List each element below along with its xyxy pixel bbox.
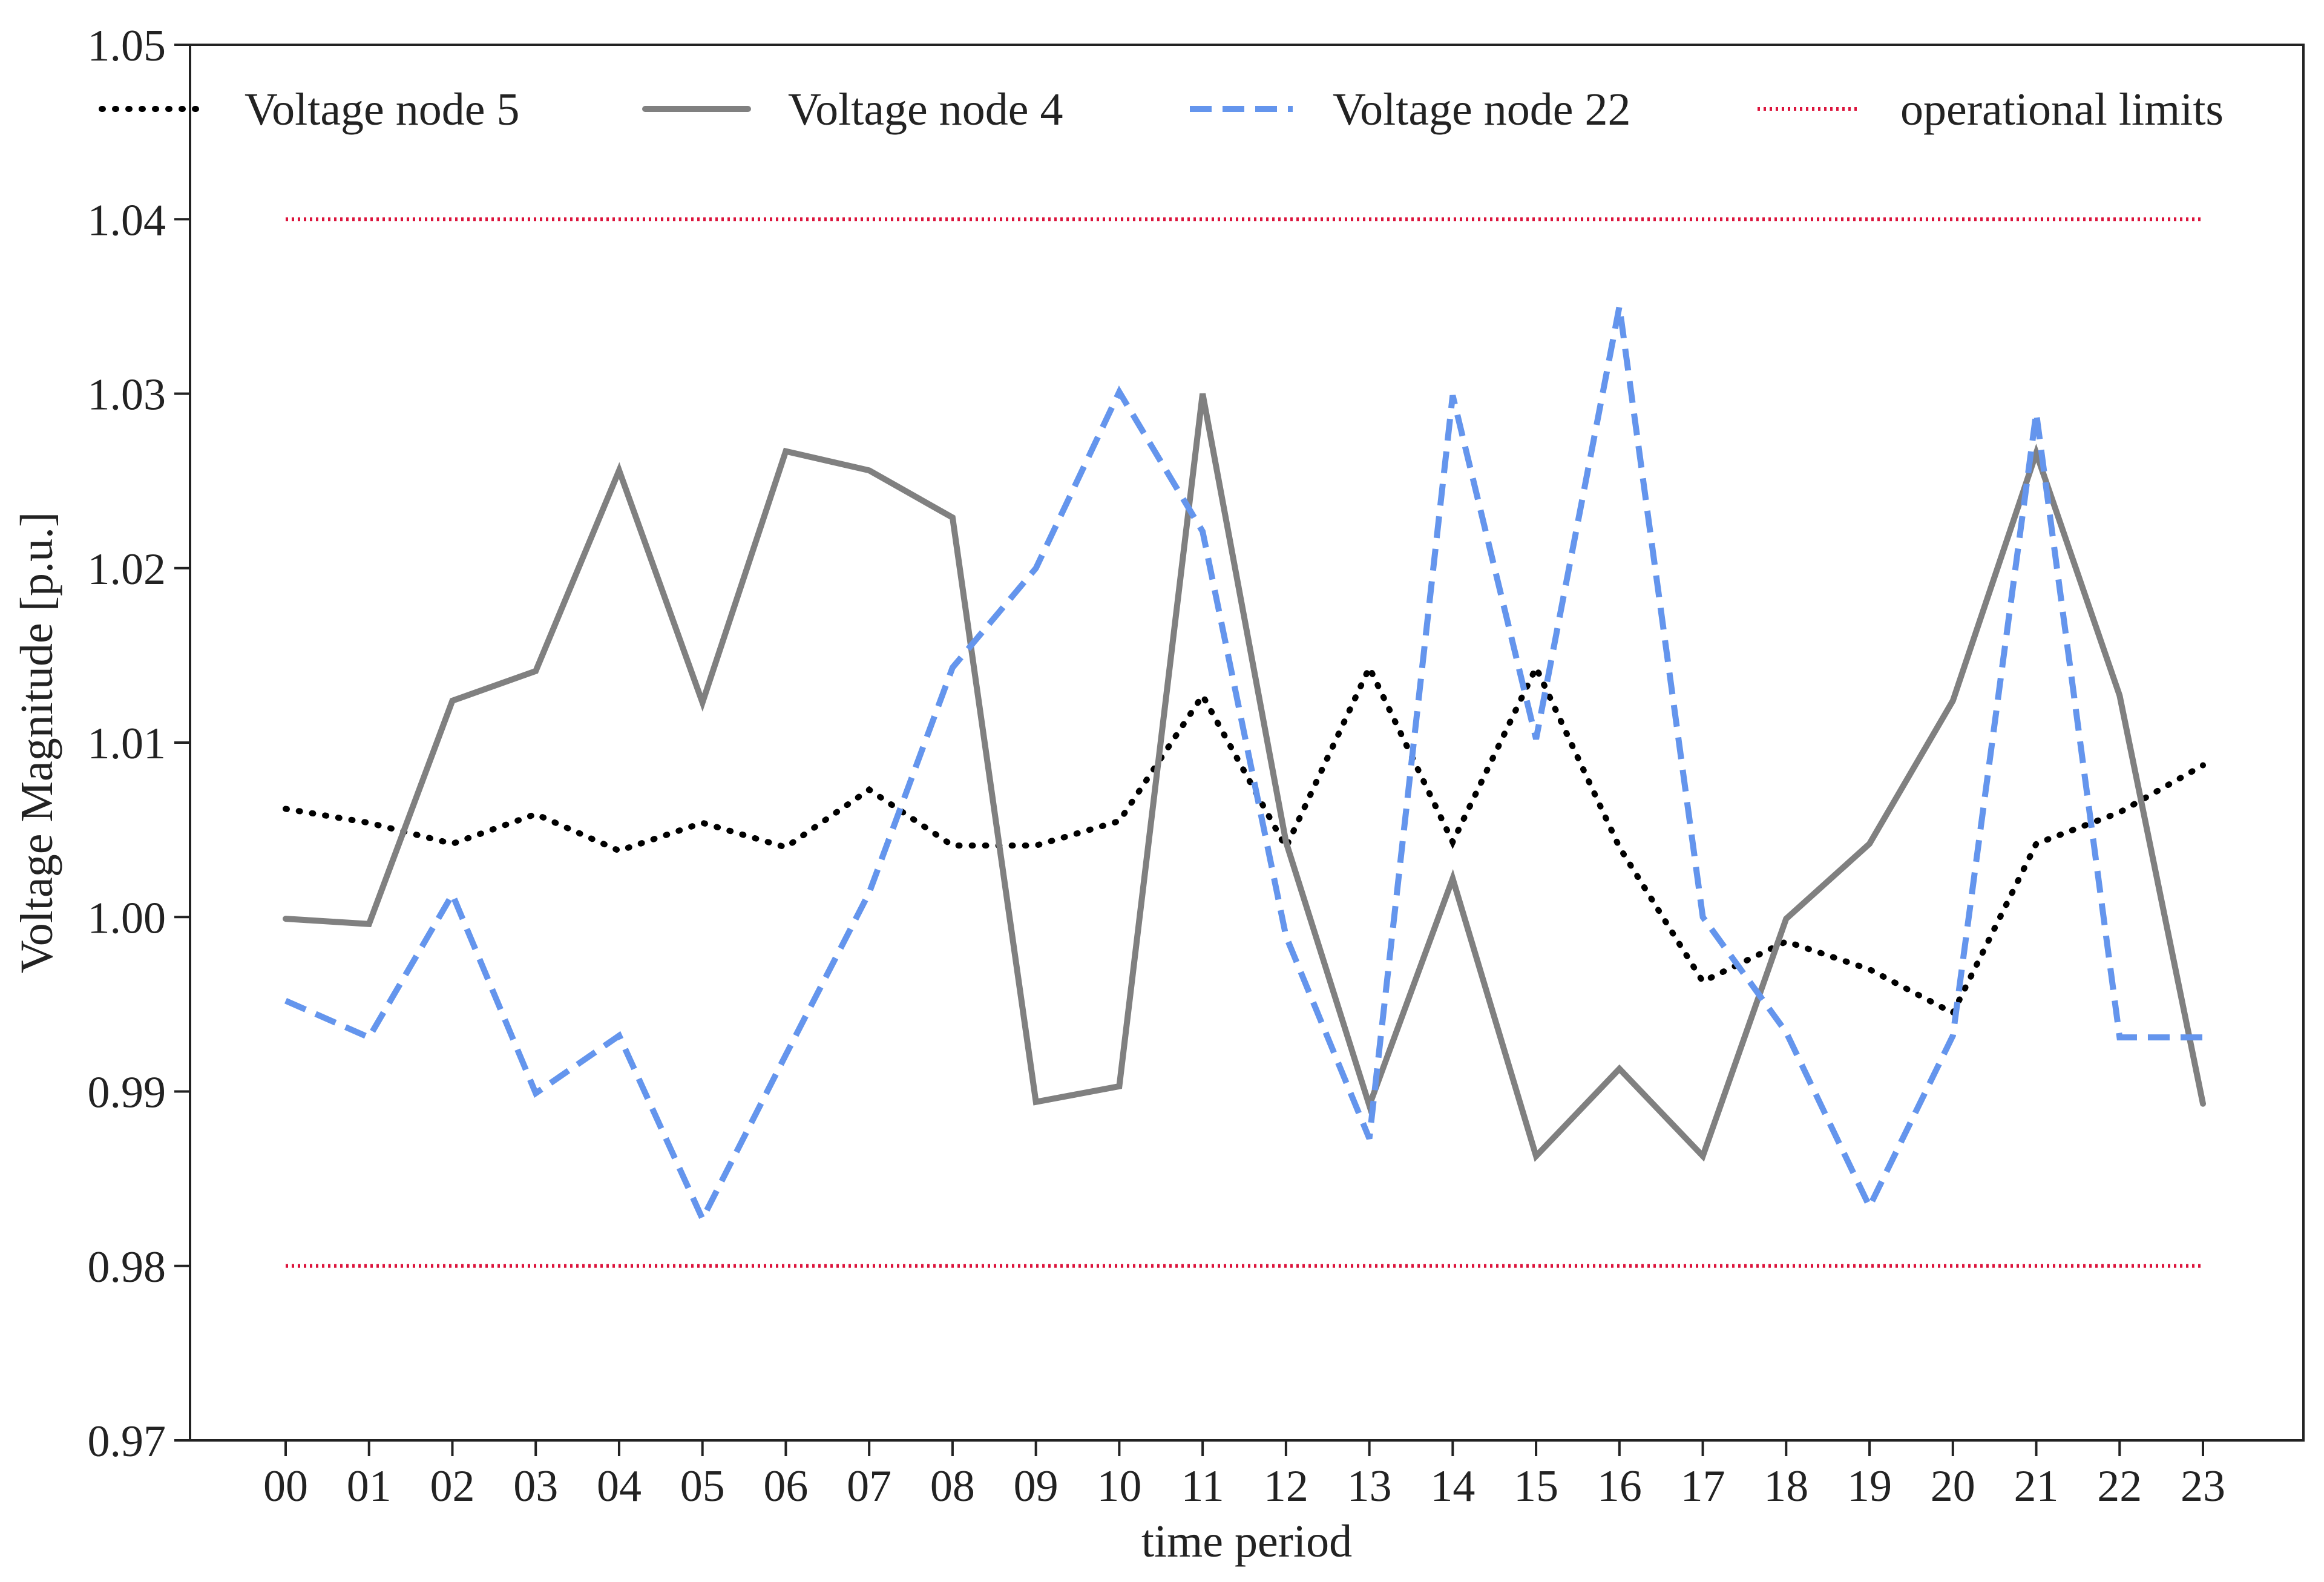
x-tick-label: 20 bbox=[1931, 1462, 1975, 1511]
voltage-node-4-line bbox=[283, 393, 2206, 1162]
x-tick-label: 12 bbox=[1264, 1462, 1308, 1511]
x-tick-label: 08 bbox=[930, 1462, 975, 1511]
x-tick-label: 01 bbox=[347, 1462, 392, 1511]
legend-label-voltage-node-4: Voltage node 4 bbox=[788, 84, 1063, 135]
legend-label-voltage-node-22: Voltage node 22 bbox=[1333, 84, 1631, 135]
x-tick-label: 21 bbox=[2014, 1462, 2059, 1511]
x-tick-label: 15 bbox=[1514, 1462, 1558, 1511]
y-axis: 0.97 0.98 0.99 1.00 1.01 1.02 1.03 1.04 1.05 bbox=[88, 21, 190, 1466]
x-tick-label: 06 bbox=[763, 1462, 808, 1511]
voltage-node-22-line bbox=[284, 306, 2203, 1226]
y-axis-title: Voltage Magnitude [p.u.] bbox=[11, 512, 62, 974]
y-tick-label: 1.00 bbox=[88, 893, 166, 943]
x-tick-label: 03 bbox=[513, 1462, 558, 1511]
series-layer bbox=[283, 217, 2206, 1268]
y-tick-label: 0.99 bbox=[88, 1068, 166, 1118]
x-tick-label: 10 bbox=[1097, 1462, 1141, 1511]
x-tick-label: 17 bbox=[1681, 1462, 1725, 1511]
x-tick-label: 05 bbox=[680, 1462, 725, 1511]
y-tick-label: 1.01 bbox=[88, 719, 166, 769]
x-tick-label: 00 bbox=[263, 1462, 308, 1511]
x-tick-label: 22 bbox=[2097, 1462, 2142, 1511]
x-axis-title: time period bbox=[1141, 1516, 1352, 1567]
x-tick-label: 07 bbox=[847, 1462, 891, 1511]
y-tick-label: 1.05 bbox=[88, 21, 166, 71]
x-tick-label: 23 bbox=[2181, 1462, 2225, 1511]
legend-label-voltage-node-5: Voltage node 5 bbox=[245, 84, 520, 135]
legend-label-operational-limits: operational limits bbox=[1900, 84, 2224, 135]
y-tick-label: 0.98 bbox=[88, 1242, 166, 1292]
x-tick-label: 11 bbox=[1181, 1462, 1224, 1511]
x-tick-label: 16 bbox=[1597, 1462, 1642, 1511]
x-tick-label: 13 bbox=[1347, 1462, 1392, 1511]
y-tick-label: 1.02 bbox=[88, 545, 166, 594]
x-tick-label: 02 bbox=[430, 1462, 474, 1511]
y-tick-label: 0.97 bbox=[88, 1417, 166, 1466]
x-tick-label: 14 bbox=[1430, 1462, 1475, 1511]
x-tick-label: 18 bbox=[1764, 1462, 1808, 1511]
y-tick-label: 1.03 bbox=[88, 370, 166, 420]
y-tick-label: 1.04 bbox=[88, 195, 166, 245]
voltage-node-5-line bbox=[283, 660, 2206, 1017]
x-tick-label: 09 bbox=[1014, 1462, 1059, 1511]
x-tick-label: 19 bbox=[1847, 1462, 1892, 1511]
legend: Voltage node 5 Voltage node 4 Voltage node… bbox=[99, 84, 2224, 135]
x-tick-label: 04 bbox=[597, 1462, 642, 1511]
x-axis: 00 01 02 03 04 05 06 07 08 09 10 11 12 13 14 15 16 17 18 19… bbox=[263, 1440, 2225, 1511]
